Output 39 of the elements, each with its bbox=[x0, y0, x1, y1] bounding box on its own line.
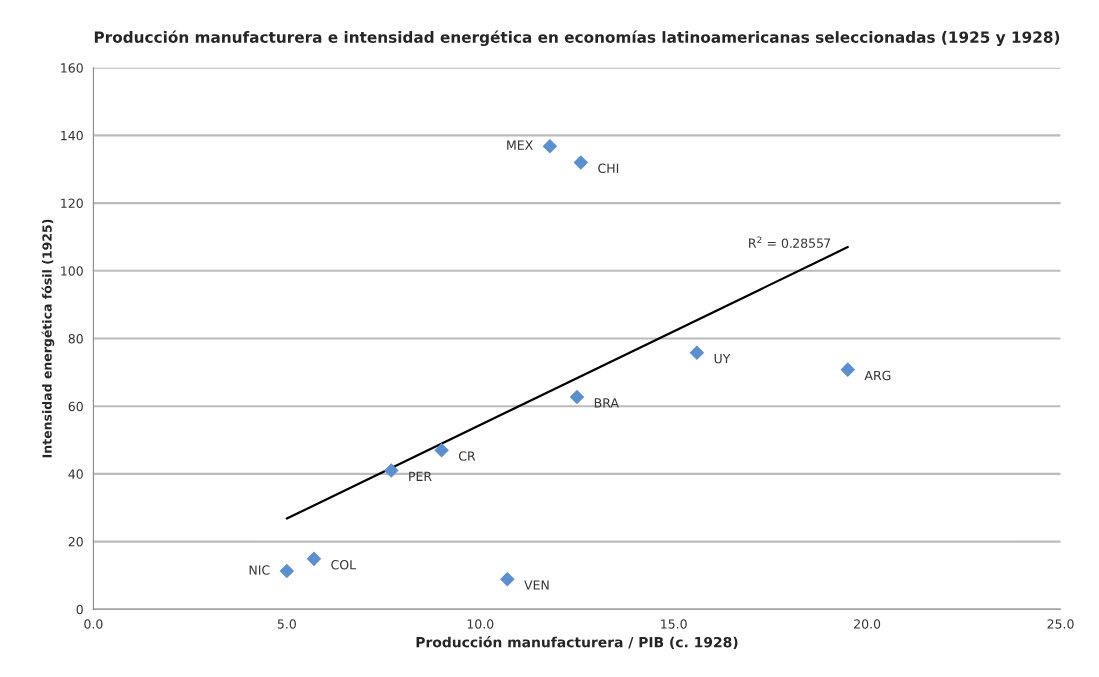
annotation: R$^{2}$ = 0.28557 bbox=[749, 236, 831, 248]
y-tick-label: 100 bbox=[61, 266, 83, 276]
annotation: CR bbox=[458, 451, 476, 461]
annotation: UY bbox=[714, 354, 731, 364]
point bbox=[542, 138, 558, 154]
annotation: VEN bbox=[524, 580, 549, 590]
point bbox=[279, 563, 295, 579]
y-tick-label: 80 bbox=[68, 333, 83, 344]
point bbox=[384, 463, 399, 478]
x-tick-label: 0.0 bbox=[84, 619, 103, 629]
point bbox=[500, 571, 515, 587]
x-tick-label: 25.0 bbox=[1047, 619, 1074, 629]
point bbox=[840, 362, 856, 377]
x-axis-title: Producción manufacturera / PIB (c. 1928) bbox=[416, 636, 738, 650]
chart-title: Producción manufacturera e intensidad energética en economías latinoamericanas seleccionadas (1925 y 1928) bbox=[94, 30, 1060, 46]
y-tick-label: 0 bbox=[76, 604, 83, 615]
point bbox=[689, 345, 705, 360]
x-tick-label: 20.0 bbox=[854, 619, 881, 629]
y-tick-label: 60 bbox=[68, 401, 83, 412]
y-tick-label: 140 bbox=[61, 130, 83, 141]
y-tick-label: 40 bbox=[68, 469, 83, 479]
annotation: PER bbox=[409, 471, 432, 481]
x-tick-label: 5.0 bbox=[277, 619, 296, 629]
point bbox=[569, 389, 585, 405]
x-tick-label: 15.0 bbox=[661, 619, 687, 629]
annotation: NIC bbox=[249, 565, 270, 575]
point bbox=[434, 442, 449, 458]
annotation: ARG bbox=[864, 370, 891, 381]
y-axis-title: Intensidad energética fósil (1925) bbox=[41, 219, 55, 458]
y-tick-label: 120 bbox=[61, 198, 83, 209]
point bbox=[306, 551, 322, 567]
x-tick-label: 10.0 bbox=[467, 619, 494, 629]
annotation: CHI bbox=[598, 163, 619, 174]
annotation: MEX bbox=[507, 140, 533, 150]
point bbox=[573, 155, 589, 170]
y-tick-label: 20 bbox=[68, 537, 83, 547]
annotation: BRA bbox=[594, 398, 619, 408]
annotation: COL bbox=[331, 559, 357, 570]
y-tick-label: 160 bbox=[61, 63, 83, 73]
